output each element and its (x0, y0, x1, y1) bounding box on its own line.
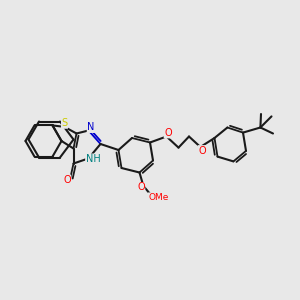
Text: NH: NH (85, 154, 100, 164)
Text: O: O (164, 128, 172, 138)
Text: N: N (87, 122, 94, 133)
Text: S: S (61, 118, 68, 128)
Text: O: O (63, 175, 71, 185)
Text: O: O (198, 146, 206, 156)
Text: OMe: OMe (148, 193, 169, 202)
Text: O: O (137, 182, 145, 193)
